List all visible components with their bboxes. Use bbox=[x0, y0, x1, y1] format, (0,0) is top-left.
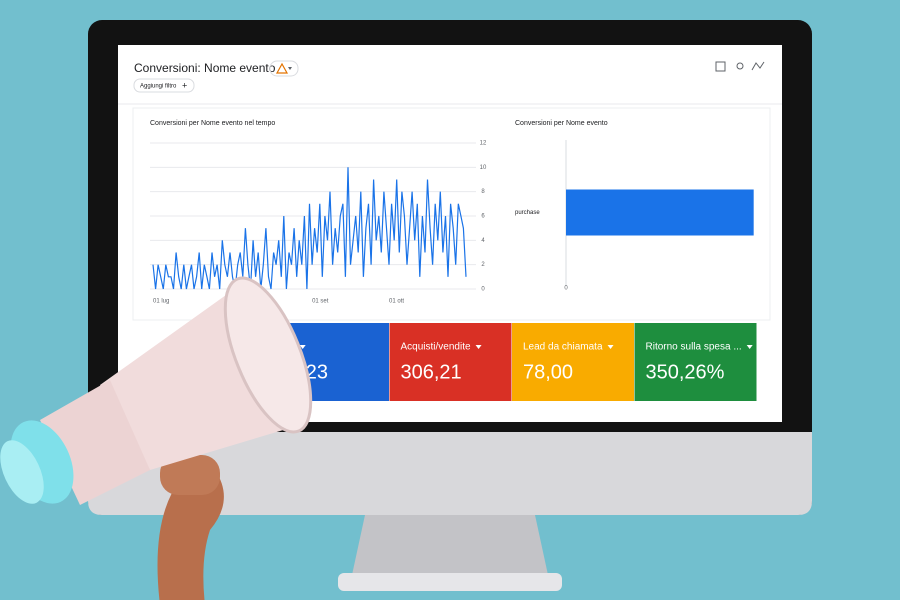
x-tick-label: 01 set bbox=[312, 299, 329, 305]
kpi-value: 306,21 bbox=[401, 361, 462, 383]
kpi-value: 78,00 bbox=[523, 361, 573, 383]
x-tick-label: 01 ott bbox=[389, 299, 404, 305]
hand bbox=[160, 455, 220, 495]
line-series bbox=[152, 167, 467, 290]
insights-icon[interactable] bbox=[751, 61, 765, 71]
y-tick-label: 2 bbox=[481, 262, 485, 268]
edit-icon[interactable] bbox=[715, 61, 726, 72]
megaphone-cap bbox=[0, 440, 44, 504]
y-tick-label: 10 bbox=[480, 165, 487, 171]
monitor-chin bbox=[88, 432, 812, 515]
share-icon[interactable] bbox=[736, 62, 744, 70]
filter-plus: + bbox=[182, 80, 187, 90]
chart-panel bbox=[132, 107, 771, 321]
kpi-card bbox=[389, 323, 512, 401]
megaphone-mouth bbox=[223, 276, 313, 434]
y-tick-label: 0 bbox=[481, 287, 485, 293]
kpi-dropdown[interactable] bbox=[607, 345, 614, 349]
megaphone-illustration bbox=[0, 276, 313, 600]
kpi-label: Lead da chiamata bbox=[523, 342, 603, 353]
y-tick-label: 12 bbox=[480, 141, 487, 147]
kpi-dropdown[interactable] bbox=[475, 345, 482, 349]
kpi-dropdown[interactable] bbox=[746, 345, 753, 349]
kpi-card bbox=[512, 323, 634, 401]
y-tick-label: 4 bbox=[481, 238, 485, 244]
x-tick-label: 01 lug bbox=[153, 299, 169, 305]
report-title: Conversioni: Nome evento bbox=[134, 61, 276, 75]
kpi-value: 350,26% bbox=[646, 361, 725, 383]
arm bbox=[157, 470, 224, 600]
line-chart-title: Conversioni per Nome evento nel tempo bbox=[150, 120, 275, 127]
filter-chip[interactable] bbox=[133, 78, 195, 93]
kpi-dropdown[interactable] bbox=[299, 345, 306, 349]
bar-chart-title: Conversioni per Nome evento bbox=[515, 120, 608, 127]
kpi-label: Ritorno sulla spesa ... bbox=[646, 342, 742, 353]
y-tick-label: 6 bbox=[481, 214, 485, 220]
x-tick-label: 0 bbox=[564, 286, 568, 292]
kpi-card bbox=[634, 323, 757, 401]
plots: 0 2 4 6 8 10 12 01 lug 01 set 01 ott 0 purchase bbox=[150, 140, 754, 305]
y-tick-label: 8 bbox=[481, 189, 485, 195]
warning-icon bbox=[275, 62, 289, 74]
y-tick-label: purchase bbox=[515, 210, 540, 216]
monitor-base bbox=[338, 573, 562, 591]
dropdown-icon[interactable] bbox=[288, 67, 292, 70]
title-chip[interactable] bbox=[269, 60, 299, 77]
kpi-label: Acquisti/vendite bbox=[401, 342, 471, 353]
filter-label: Aggiungi filtro bbox=[140, 84, 177, 90]
monitor-stand bbox=[352, 515, 548, 575]
bar bbox=[566, 189, 754, 236]
